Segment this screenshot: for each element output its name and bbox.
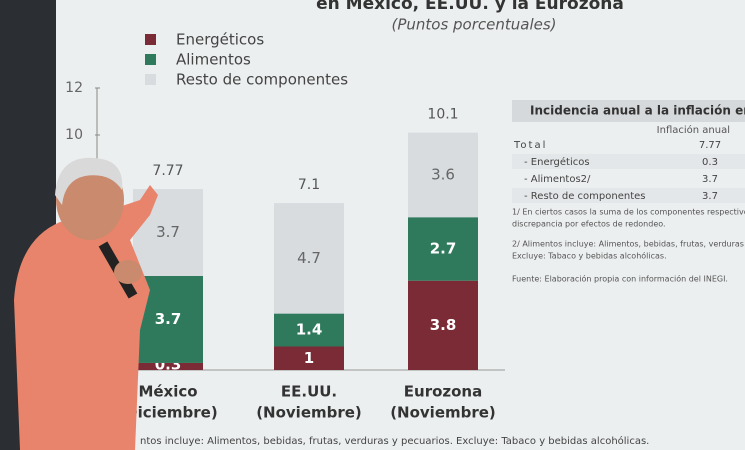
chart-title: en México, EE.UU. y la Eurozona xyxy=(316,0,624,14)
table-cell: 3.7 xyxy=(702,174,718,185)
legend-label: Alimentos xyxy=(176,51,251,69)
total-label: 7.1 xyxy=(298,177,320,193)
legend-label: Resto de componentes xyxy=(176,71,348,89)
y-tick-label: 10 xyxy=(65,127,83,143)
speaker-hair xyxy=(55,157,123,205)
value-label: 2.7 xyxy=(430,239,457,257)
table-note: 1/ En ciertos casos la suma de los compo… xyxy=(512,208,745,217)
value-label: 4.7 xyxy=(297,249,321,267)
x-tick-label: Eurozona xyxy=(404,383,482,401)
value-label: 1.4 xyxy=(296,321,323,339)
legend-swatch xyxy=(145,54,156,65)
table-cell: 7.77 xyxy=(699,140,721,151)
speaker-body xyxy=(14,185,158,450)
table-cell: - Alimentos2/ xyxy=(524,174,591,185)
bar-segment xyxy=(408,132,478,218)
plot: 10 12 Energéticos Alimentos Resto de compone… xyxy=(65,31,496,422)
table-note: Fuente: Elaboración propia con informaci… xyxy=(512,274,728,284)
table-title: Incidencia anual a la inflación en 1Q- xyxy=(530,104,745,118)
value-label: 3.7 xyxy=(156,223,180,241)
total-label: 10.1 xyxy=(427,107,458,123)
table-row-bg xyxy=(512,188,745,203)
x-tick-label: (Noviembre) xyxy=(256,404,362,422)
footer: ntos incluye: Alimentos, bebidas, frutas… xyxy=(140,435,649,447)
legend-swatch xyxy=(145,74,156,85)
bar-segment xyxy=(274,346,344,370)
chart-subtitle: (Puntos porcentuales) xyxy=(391,16,556,34)
table-note: 2/ Alimentos incluye: Alimentos, bebidas… xyxy=(512,240,745,249)
speaker-hand xyxy=(114,260,142,284)
y-tick-label: 12 xyxy=(65,80,83,96)
bar-segment xyxy=(408,280,478,370)
value-label: 3.7 xyxy=(155,310,182,328)
value-label: 3.8 xyxy=(430,316,457,334)
table-title-bar xyxy=(512,100,745,122)
table-note: Excluye: Tabaco y bebidas alcohólicas. xyxy=(512,251,667,261)
x-tick-label: (Diciembre) xyxy=(118,404,217,422)
value-label: 1 xyxy=(304,349,314,367)
legend-swatch xyxy=(145,34,156,45)
bar-segment xyxy=(274,313,344,347)
bar-segment xyxy=(133,362,203,370)
table-cell: - Energéticos xyxy=(524,156,590,168)
table-cell: Total xyxy=(513,140,547,151)
x-tick-label: EE.UU. xyxy=(281,383,337,401)
table-note: discrepancia por efectos de redondeo. xyxy=(512,220,666,229)
x-tick-label: México xyxy=(138,383,197,401)
bar-segment xyxy=(274,203,344,314)
table: Total 7.77 - Energéticos 0.3 - Alimentos2/3.… xyxy=(512,137,745,284)
table-row-bg xyxy=(512,137,745,152)
table-cell: 0.3 xyxy=(702,157,718,168)
legend-label: Energéticos xyxy=(176,31,264,49)
bar-segment xyxy=(408,217,478,281)
total-label: 7.77 xyxy=(152,163,183,179)
table-header: Inflación anual xyxy=(657,124,730,136)
table-row-bg xyxy=(512,171,745,186)
value-label: 3.6 xyxy=(431,165,455,183)
x-tick-label: (Noviembre) xyxy=(390,404,496,422)
speaker xyxy=(14,157,158,450)
table-cell: - Resto de componentes xyxy=(524,191,645,202)
table-cell: 3.7 xyxy=(702,191,718,202)
table-row-bg xyxy=(512,154,745,169)
